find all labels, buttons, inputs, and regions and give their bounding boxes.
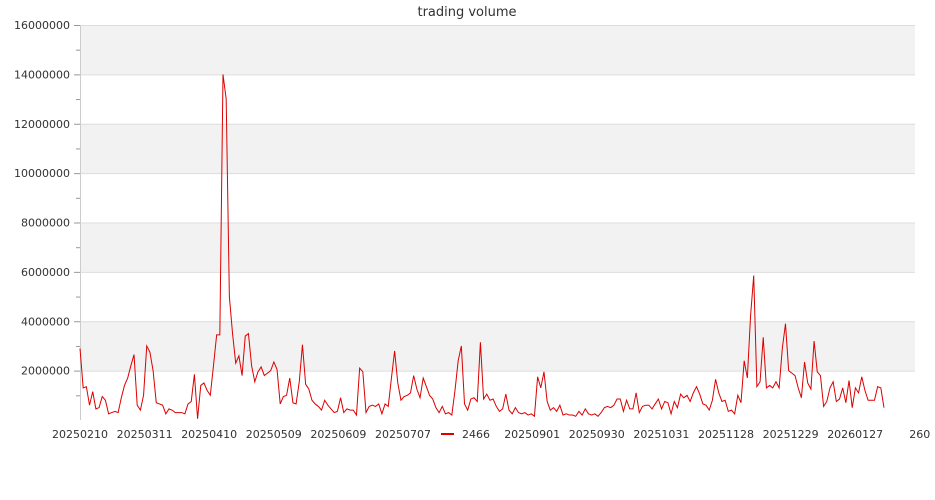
- y-axis-ticks: 2000000 4000000 6000000 8000000 10000000 1200…: [14, 19, 80, 397]
- y-tick-label: 4000000: [21, 315, 70, 328]
- y-tick-label: 16000000: [14, 19, 70, 32]
- background-bands: [80, 25, 915, 371]
- x-axis-ticks: 20250210 20250311 20250410 20250509 20250609…: [52, 428, 930, 441]
- x-tick-label: 20250707: [375, 428, 431, 441]
- x-tick-label: 20250311: [117, 428, 173, 441]
- x-tick-label: 20250210: [52, 428, 108, 441]
- x-tick-label: 20251128: [698, 428, 754, 441]
- y-tick-label: 10000000: [14, 167, 70, 180]
- y-tick-label: 8000000: [21, 217, 70, 230]
- y-tick-label: 2000000: [21, 365, 70, 378]
- x-tick-label: 20260127: [827, 428, 883, 441]
- legend-label: 2466: [462, 428, 490, 441]
- y-tick-label: 12000000: [14, 118, 70, 131]
- x-tick-label: 20250509: [246, 428, 302, 441]
- x-tick-label: 20250410: [181, 428, 237, 441]
- background-band: [80, 25, 915, 75]
- y-tick-label: 6000000: [21, 266, 70, 279]
- x-tick-label: 20251229: [763, 428, 819, 441]
- x-tick-label: 20251031: [633, 428, 689, 441]
- background-band: [80, 123, 915, 174]
- chart-title: trading volume: [417, 5, 516, 20]
- gridlines: [80, 25, 915, 372]
- x-tick-label: 20250930: [569, 428, 625, 441]
- x-tick-label: 20250901: [504, 428, 560, 441]
- background-band: [80, 321, 915, 371]
- legend[interactable]: 2466: [441, 428, 490, 441]
- x-tick-label: 20250609: [310, 428, 366, 441]
- y-tick-label: 14000000: [14, 68, 70, 81]
- background-band: [80, 222, 915, 272]
- series-line-2466: [79, 74, 885, 419]
- x-tick-label: 260: [909, 428, 930, 441]
